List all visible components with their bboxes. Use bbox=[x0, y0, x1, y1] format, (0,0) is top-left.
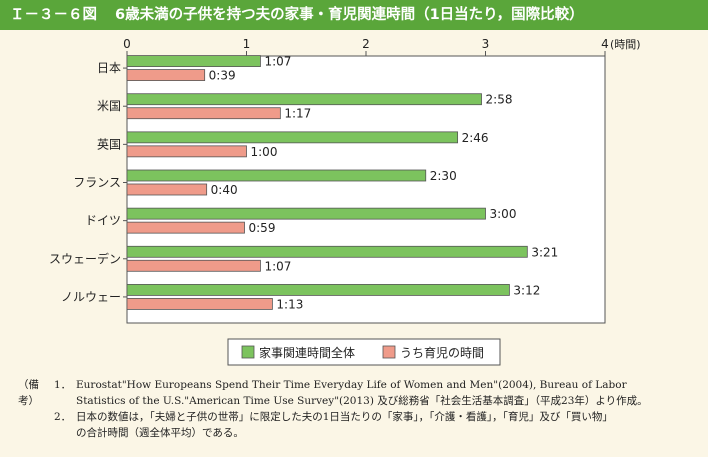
legend-swatch-childcare bbox=[382, 345, 396, 359]
total-bar bbox=[126, 245, 528, 258]
data-label: 1:13 bbox=[276, 297, 303, 311]
figure-title-bar: Ｉ－３－６図 6歳未満の子供を持つ夫の家事・育児関連時間（1日当たり，国際比較） bbox=[0, 0, 708, 30]
childcare-bar bbox=[126, 259, 261, 272]
legend-box bbox=[227, 338, 501, 366]
childcare-bar bbox=[126, 69, 206, 81]
data-label: 3:12 bbox=[513, 283, 540, 297]
note-2-line-1: 日本の数値は，「夫婦と子供の世帯」に限定した夫の1日当たりの「家事」，「介護・看… bbox=[76, 411, 613, 423]
figure-number: Ｉ－３－６図 bbox=[10, 7, 97, 23]
data-label: 2:30 bbox=[430, 169, 457, 183]
childcare-bar bbox=[126, 145, 247, 158]
x-tick-label: 1 bbox=[243, 37, 251, 51]
category-label: 米国 bbox=[97, 99, 121, 113]
category-label: スウェーデン bbox=[49, 251, 121, 266]
x-tick-label: 2 bbox=[362, 37, 370, 51]
figure-title: 6歳未満の子供を持つ夫の家事・育児関連時間（1日当たり，国際比較） bbox=[115, 7, 584, 23]
data-label: 1:07 bbox=[264, 259, 291, 273]
note-1: （備考） 1． Eurostat"How Europeans Spend The… bbox=[18, 377, 702, 409]
data-label: 3:00 bbox=[490, 207, 517, 221]
data-label: 0:40 bbox=[211, 183, 238, 197]
data-label: 2:46 bbox=[462, 131, 489, 145]
x-tick-label: 0 bbox=[123, 37, 131, 51]
total-bar bbox=[126, 169, 427, 182]
category-label: ノルウェー bbox=[61, 290, 121, 304]
total-bar bbox=[126, 55, 261, 67]
total-bar bbox=[126, 284, 510, 296]
childcare-bar bbox=[126, 298, 273, 310]
notes-label: （備考） bbox=[18, 379, 39, 407]
legend-swatch-total bbox=[241, 345, 255, 359]
legend-label-childcare: うち育児の時間 bbox=[400, 345, 484, 360]
note-1-number: 1． bbox=[54, 379, 72, 391]
data-label: 1:17 bbox=[284, 107, 311, 121]
note-1-line-2: Statistics of the U.S."American Time Use… bbox=[76, 395, 648, 407]
bar-chart: 0 1 2 3 4 (時間) 日本 1:07 0:39 米国 2:58 1:17 英国 2:46 1:00 フ… bbox=[49, 37, 641, 366]
childcare-bar bbox=[126, 221, 245, 234]
data-label: 0:59 bbox=[249, 221, 276, 235]
childcare-bar bbox=[126, 183, 208, 196]
x-unit-label: (時間) bbox=[610, 38, 641, 51]
total-bar bbox=[126, 131, 459, 144]
category-label: ドイツ bbox=[85, 214, 121, 228]
category-label: 英国 bbox=[97, 137, 121, 151]
data-label: 3:21 bbox=[531, 245, 558, 259]
note-2-number: 2． bbox=[54, 411, 72, 423]
total-bar bbox=[126, 93, 482, 106]
x-tick-label: 3 bbox=[482, 37, 490, 51]
data-label: 1:07 bbox=[264, 55, 291, 69]
category-label: フランス bbox=[73, 176, 121, 190]
data-label: 2:58 bbox=[486, 93, 513, 107]
category-label: 日本 bbox=[97, 61, 121, 75]
data-label: 1:00 bbox=[251, 145, 278, 159]
x-tick-label: 4 bbox=[601, 37, 609, 51]
total-bar bbox=[126, 207, 486, 220]
notes-section: （備考） 1． Eurostat"How Europeans Spend The… bbox=[18, 377, 702, 441]
note-2: 2． 日本の数値は，「夫婦と子供の世帯」に限定した夫の1日当たりの「家事」，「介… bbox=[18, 409, 702, 441]
note-2-line-2: の合計時間（週全体平均）である。 bbox=[76, 427, 244, 439]
legend-label-total: 家事関連時間全体 bbox=[259, 345, 355, 360]
data-label: 0:39 bbox=[209, 69, 236, 83]
childcare-bar bbox=[126, 107, 281, 120]
note-1-line-1: Eurostat"How Europeans Spend Their Time … bbox=[76, 379, 627, 391]
